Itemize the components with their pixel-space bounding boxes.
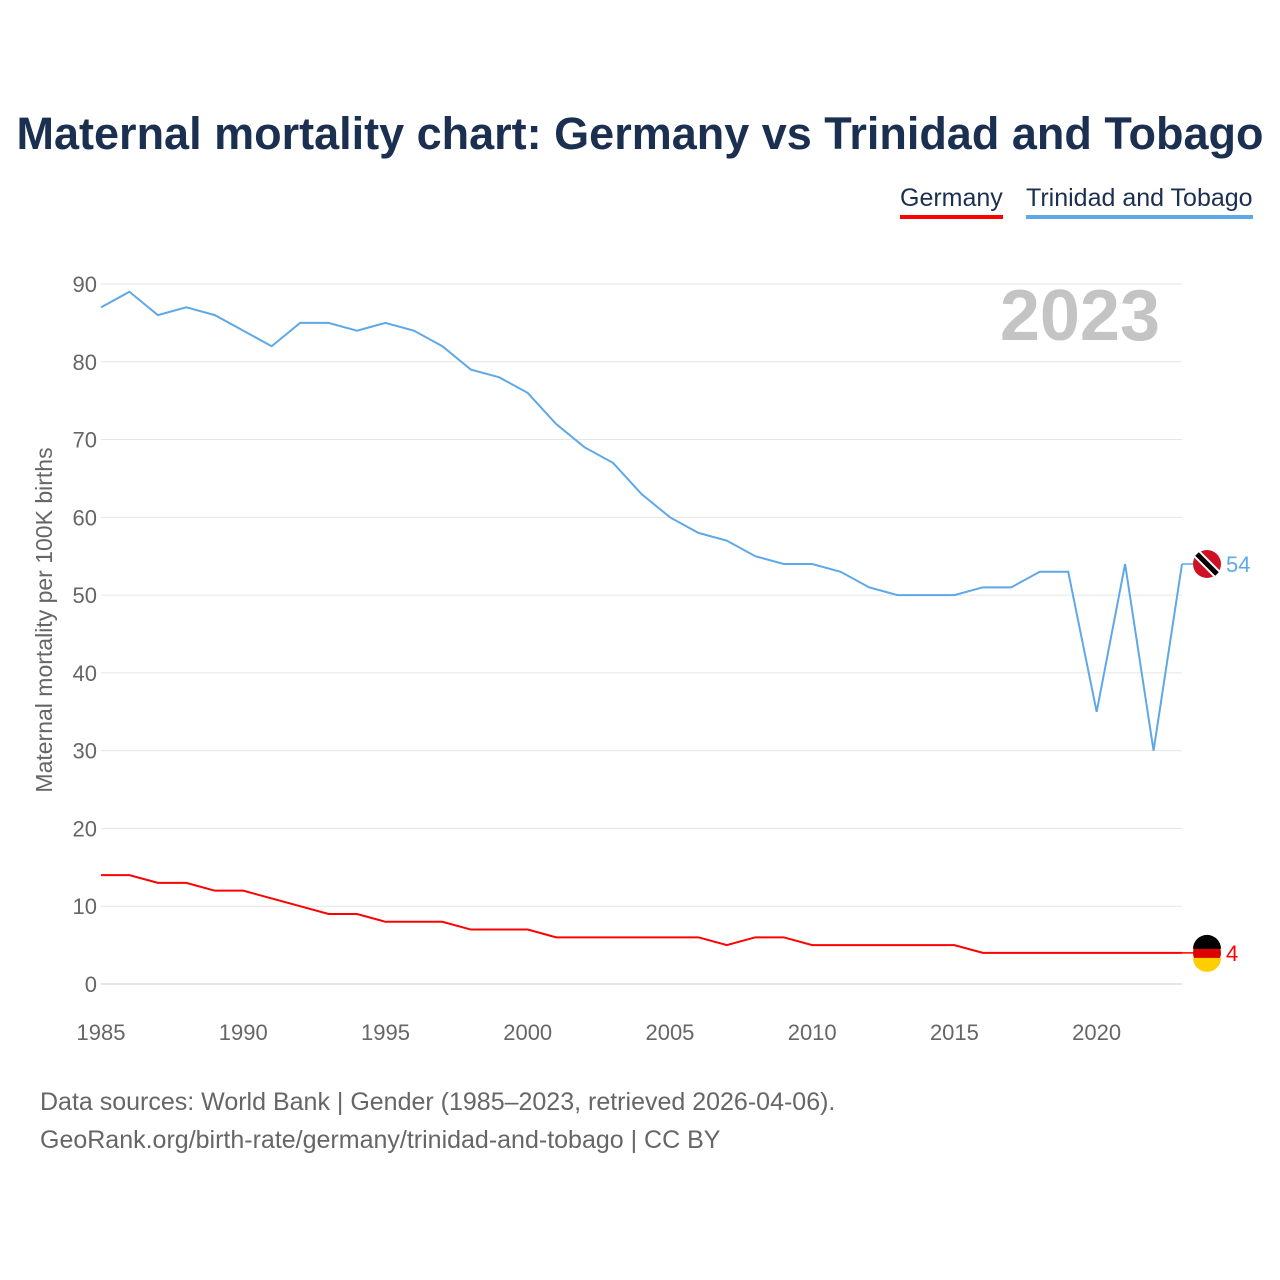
x-tick-label: 2010	[788, 1020, 837, 1045]
x-tick-label: 2020	[1072, 1020, 1121, 1045]
series-line-trinidad	[100, 290, 1183, 751]
x-tick-label: 1985	[77, 1020, 126, 1045]
y-tick-label: 20	[73, 816, 97, 841]
series-line-germany	[101, 874, 1182, 954]
y-tick-label: 0	[85, 972, 97, 997]
germany-flag-icon-black	[1193, 934, 1221, 949]
trinidad-flag-stripe-black	[1195, 552, 1219, 576]
y-tick-label: 90	[73, 272, 97, 297]
y-tick-label: 40	[73, 661, 97, 686]
legend-trinidad[interactable]: Trinidad and Tobago	[1026, 184, 1253, 219]
x-tick-label: 2005	[645, 1020, 694, 1045]
plot-area: 2023 Maternal mortality per 100K births …	[31, 272, 1250, 1045]
y-tick-label: 30	[73, 739, 97, 764]
y-axis-label: Maternal mortality per 100K births	[31, 447, 57, 792]
x-tick-label: 1990	[219, 1020, 268, 1045]
footer-link[interactable]: GeoRank.org/birth-rate/germany/trinidad-…	[40, 1126, 721, 1154]
y-tick-label: 60	[73, 505, 97, 530]
chart-title: Maternal mortality chart: Germany vs Tri…	[16, 108, 1264, 159]
legend-germany[interactable]: Germany	[900, 184, 1003, 219]
x-tick-label: 2015	[930, 1020, 979, 1045]
end-value-label: 4	[1226, 941, 1238, 966]
y-tick-label: 70	[73, 428, 97, 453]
x-tick-label: 2000	[503, 1020, 552, 1045]
y-tick-label: 10	[73, 894, 97, 919]
germany-flag-icon-gold	[1193, 957, 1221, 972]
end-value-label: 54	[1226, 552, 1250, 577]
x-tick-label: 1995	[361, 1020, 410, 1045]
y-tick-label: 50	[73, 583, 97, 608]
footer-sources: Data sources: World Bank | Gender (1985–…	[40, 1088, 836, 1116]
year-watermark: 2023	[1000, 276, 1160, 356]
y-tick-label: 80	[73, 350, 97, 375]
